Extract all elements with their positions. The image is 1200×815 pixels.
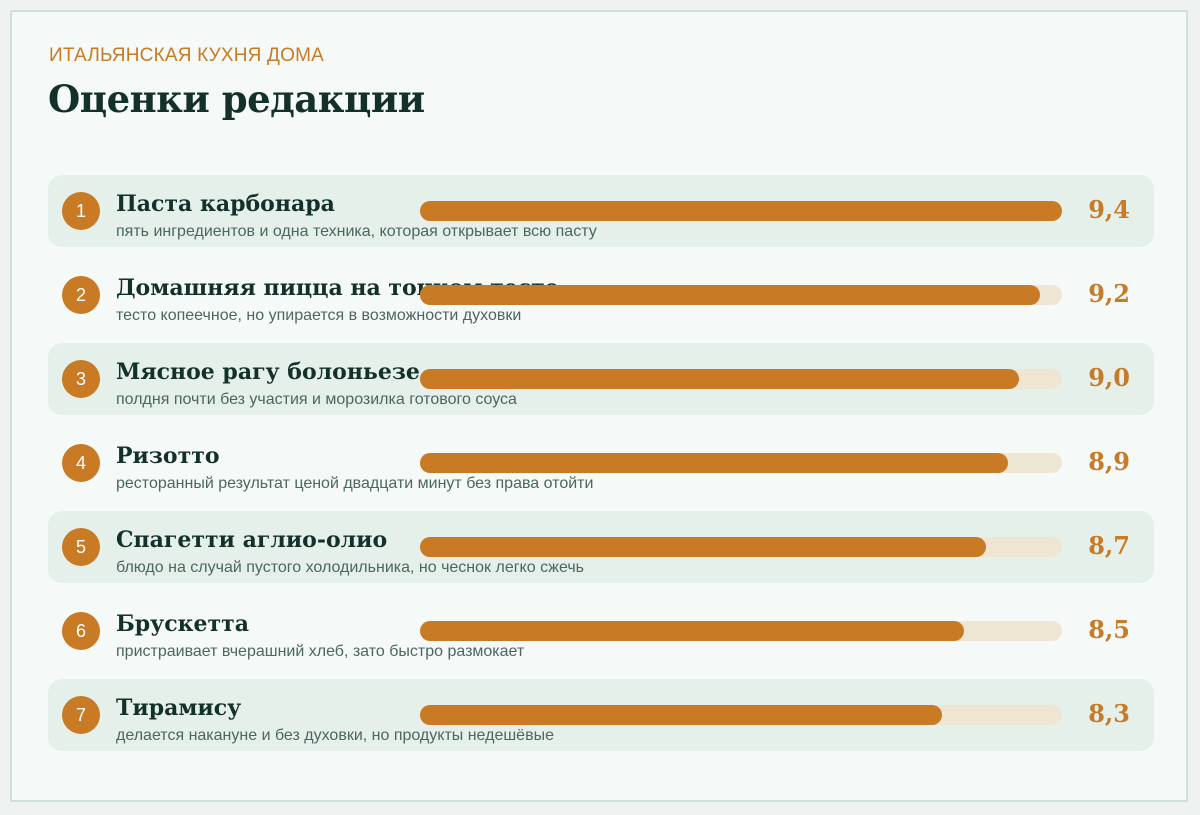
dish-description: пять ингредиентов и одна техника, котора… [116,223,597,240]
score-label: 9,4 [1088,195,1130,224]
score-bar [420,453,1008,473]
chart-title: Оценки редакции [48,77,425,121]
score-bar [420,705,943,725]
rating-row: 7 Тирамису делается накануне и без духовки… [48,679,1154,751]
score-label: 9,0 [1088,363,1130,392]
chart-card: ИТАЛЬЯНСКАЯ КУХНЯ ДОМА Оценки редакции 1… [10,10,1188,802]
score-bar-track [420,369,1062,389]
dish-name: Брускетта [116,611,250,637]
rank-badge: 5 [62,528,100,566]
rating-row: 2 Домашняя пицца на тонком тесте тесто коп… [48,259,1154,331]
score-label: 8,5 [1088,615,1130,644]
score-bar-track [420,453,1062,473]
rating-row: 6 Брускетта пристраивает вчерашний хлеб, з… [48,595,1154,667]
ratings-list: 1 Паста карбонара пять ингредиентов и одна… [48,175,1154,763]
dish-description: пристраивает вчерашний хлеб, зато быстро… [116,643,525,660]
rating-row: 1 Паста карбонара пять ингредиентов и одна… [48,175,1154,247]
dish-description: полдня почти без участия и морозилка гот… [116,391,517,408]
dish-name: Тирамису [116,695,242,721]
score-label: 8,7 [1088,531,1130,560]
score-bar-track [420,285,1062,305]
dish-description: ресторанный результат ценой двадцати мин… [116,475,594,492]
dish-description: блюдо на случай пустого холодильника, но… [116,559,584,576]
dish-name: Ризотто [116,443,220,469]
rank-badge: 7 [62,696,100,734]
score-bar [420,537,986,557]
score-bar-track [420,537,1062,557]
rating-row: 5 Спагетти аглио-олио блюдо на случай пуст… [48,511,1154,583]
score-bar [420,201,1062,221]
dish-description: тесто копеечное, но упирается в возможно… [116,307,522,324]
dish-name: Мясное рагу болоньезе [116,359,420,385]
score-bar-track [420,201,1062,221]
score-bar-track [420,621,1062,641]
score-label: 8,9 [1088,447,1130,476]
chart-eyebrow: ИТАЛЬЯНСКАЯ КУХНЯ ДОМА [49,45,325,66]
score-bar [420,621,965,641]
rank-badge: 1 [62,192,100,230]
score-label: 9,2 [1088,279,1130,308]
rating-row: 3 Мясное рагу болоньезе полдня почти без у… [48,343,1154,415]
score-bar-track [420,705,1062,725]
rank-badge: 4 [62,444,100,482]
rank-badge: 6 [62,612,100,650]
dish-name: Паста карбонара [116,191,335,217]
score-label: 8,3 [1088,699,1130,728]
rating-row: 4 Ризотто ресторанный результат ценой двад… [48,427,1154,499]
score-bar [420,369,1019,389]
dish-description: делается накануне и без духовки, но прод… [116,727,554,744]
score-bar [420,285,1041,305]
rank-badge: 2 [62,276,100,314]
rank-badge: 3 [62,360,100,398]
dish-name: Спагетти аглио-олио [116,527,388,553]
